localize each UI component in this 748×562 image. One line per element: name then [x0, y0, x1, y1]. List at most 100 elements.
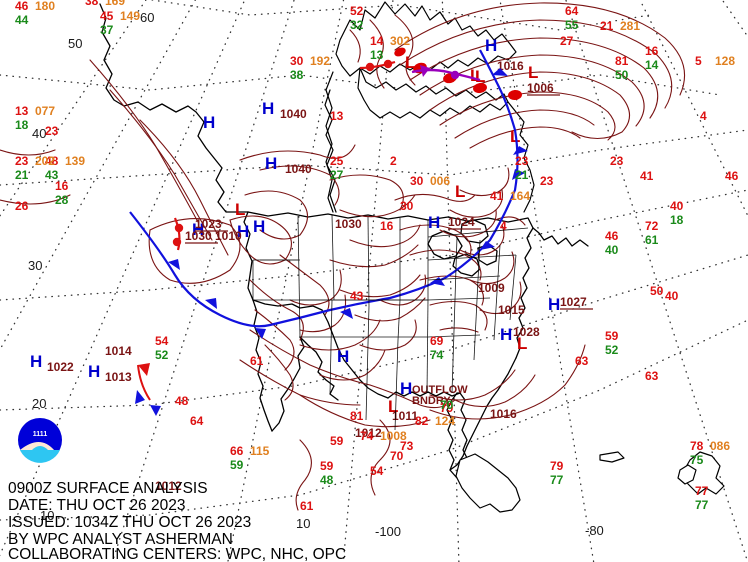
- svg-text:169: 169: [105, 0, 125, 8]
- svg-text:1013: 1013: [105, 370, 132, 384]
- svg-text:1022: 1022: [47, 360, 74, 374]
- svg-text:1016: 1016: [490, 407, 517, 421]
- svg-text:1028: 1028: [513, 325, 540, 339]
- svg-text:61: 61: [645, 233, 659, 247]
- svg-text:H: H: [548, 295, 560, 314]
- svg-text:64: 64: [565, 4, 579, 18]
- svg-text:16: 16: [380, 219, 394, 233]
- svg-text:21: 21: [15, 168, 29, 182]
- svg-text:82: 82: [415, 414, 429, 428]
- svg-text:52: 52: [155, 348, 169, 362]
- svg-text:124: 124: [435, 414, 455, 428]
- svg-text:18: 18: [670, 213, 684, 227]
- svg-text:5: 5: [695, 54, 702, 68]
- svg-text:72: 72: [645, 219, 659, 233]
- svg-text:H: H: [265, 154, 277, 173]
- svg-text:46: 46: [605, 229, 619, 243]
- svg-text:40: 40: [605, 243, 619, 257]
- svg-text:41: 41: [490, 189, 504, 203]
- svg-text:1111: 1111: [33, 431, 48, 438]
- svg-text:30: 30: [410, 174, 424, 188]
- svg-text:086: 086: [710, 439, 730, 453]
- svg-text:21: 21: [515, 168, 529, 182]
- svg-text:4: 4: [500, 219, 507, 233]
- svg-text:-100: -100: [375, 524, 401, 539]
- svg-text:L: L: [455, 182, 465, 201]
- svg-text:64: 64: [190, 414, 204, 428]
- svg-text:H: H: [485, 36, 497, 55]
- svg-text:202: 202: [35, 154, 55, 168]
- svg-text:48: 48: [320, 473, 334, 487]
- svg-text:13: 13: [370, 48, 384, 62]
- svg-text:128: 128: [715, 54, 735, 68]
- svg-text:4: 4: [700, 109, 707, 123]
- svg-text:0900Z SURFACE ANALYSIS: 0900Z SURFACE ANALYSIS: [8, 480, 208, 497]
- svg-text:59: 59: [330, 434, 344, 448]
- svg-text:74: 74: [430, 348, 444, 362]
- svg-text:1024: 1024: [448, 215, 475, 229]
- svg-text:1006: 1006: [527, 81, 554, 95]
- svg-text:52: 52: [350, 4, 364, 18]
- svg-text:1030: 1030: [335, 217, 362, 231]
- svg-text:164: 164: [510, 189, 530, 203]
- svg-text:115: 115: [250, 444, 270, 458]
- svg-text:14: 14: [645, 58, 659, 72]
- svg-text:302: 302: [390, 34, 410, 48]
- svg-text:H: H: [400, 379, 412, 398]
- svg-text:46: 46: [15, 0, 29, 13]
- svg-text:27: 27: [330, 168, 344, 182]
- svg-text:59: 59: [230, 458, 244, 472]
- svg-text:H: H: [253, 217, 265, 236]
- svg-text:54: 54: [155, 334, 169, 348]
- svg-text:10: 10: [296, 516, 310, 531]
- svg-text:21: 21: [600, 19, 614, 33]
- svg-text:1010: 1010: [215, 229, 242, 243]
- svg-text:44: 44: [15, 13, 29, 27]
- svg-text:-80: -80: [585, 523, 604, 538]
- svg-text:1008: 1008: [380, 429, 407, 443]
- svg-text:81: 81: [350, 409, 364, 423]
- svg-text:139: 139: [65, 154, 85, 168]
- svg-text:149: 149: [120, 9, 140, 23]
- svg-text:70: 70: [440, 398, 454, 412]
- svg-text:43: 43: [350, 289, 364, 303]
- svg-text:79: 79: [550, 459, 564, 473]
- svg-text:H: H: [30, 352, 42, 371]
- svg-text:20: 20: [32, 396, 46, 411]
- svg-text:30: 30: [290, 54, 304, 68]
- svg-text:63: 63: [645, 369, 659, 383]
- svg-text:ISSUED: 1034Z THU OCT 26 2023: ISSUED: 1034Z THU OCT 26 2023: [8, 514, 251, 531]
- svg-text:18: 18: [15, 118, 29, 132]
- svg-text:77: 77: [695, 484, 709, 498]
- svg-text:13: 13: [15, 104, 29, 118]
- svg-text:50: 50: [650, 284, 664, 298]
- svg-text:78: 78: [690, 439, 704, 453]
- svg-text:50: 50: [615, 68, 629, 82]
- svg-text:23: 23: [45, 124, 59, 138]
- svg-text:38: 38: [85, 0, 99, 8]
- svg-text:16: 16: [55, 179, 69, 193]
- svg-text:54: 54: [370, 464, 384, 478]
- svg-text:59: 59: [605, 329, 619, 343]
- svg-text:L: L: [528, 63, 538, 82]
- svg-text:60: 60: [140, 10, 154, 25]
- svg-text:27: 27: [560, 34, 574, 48]
- svg-text:41: 41: [640, 169, 654, 183]
- svg-text:1040: 1040: [280, 107, 307, 121]
- svg-text:H: H: [203, 113, 215, 132]
- svg-text:1014: 1014: [105, 344, 132, 358]
- svg-text:28: 28: [55, 193, 69, 207]
- svg-text:H: H: [88, 362, 100, 381]
- svg-text:52: 52: [605, 343, 619, 357]
- svg-text:40: 40: [670, 199, 684, 213]
- svg-text:006: 006: [430, 174, 450, 188]
- svg-text:38: 38: [290, 68, 304, 82]
- svg-text:H: H: [500, 325, 512, 344]
- svg-text:66: 66: [230, 444, 244, 458]
- svg-text:30: 30: [28, 258, 42, 273]
- svg-text:H: H: [337, 347, 349, 366]
- svg-text:61: 61: [250, 354, 264, 368]
- svg-text:81: 81: [615, 54, 629, 68]
- svg-text:H: H: [428, 213, 440, 232]
- svg-text:2: 2: [390, 154, 397, 168]
